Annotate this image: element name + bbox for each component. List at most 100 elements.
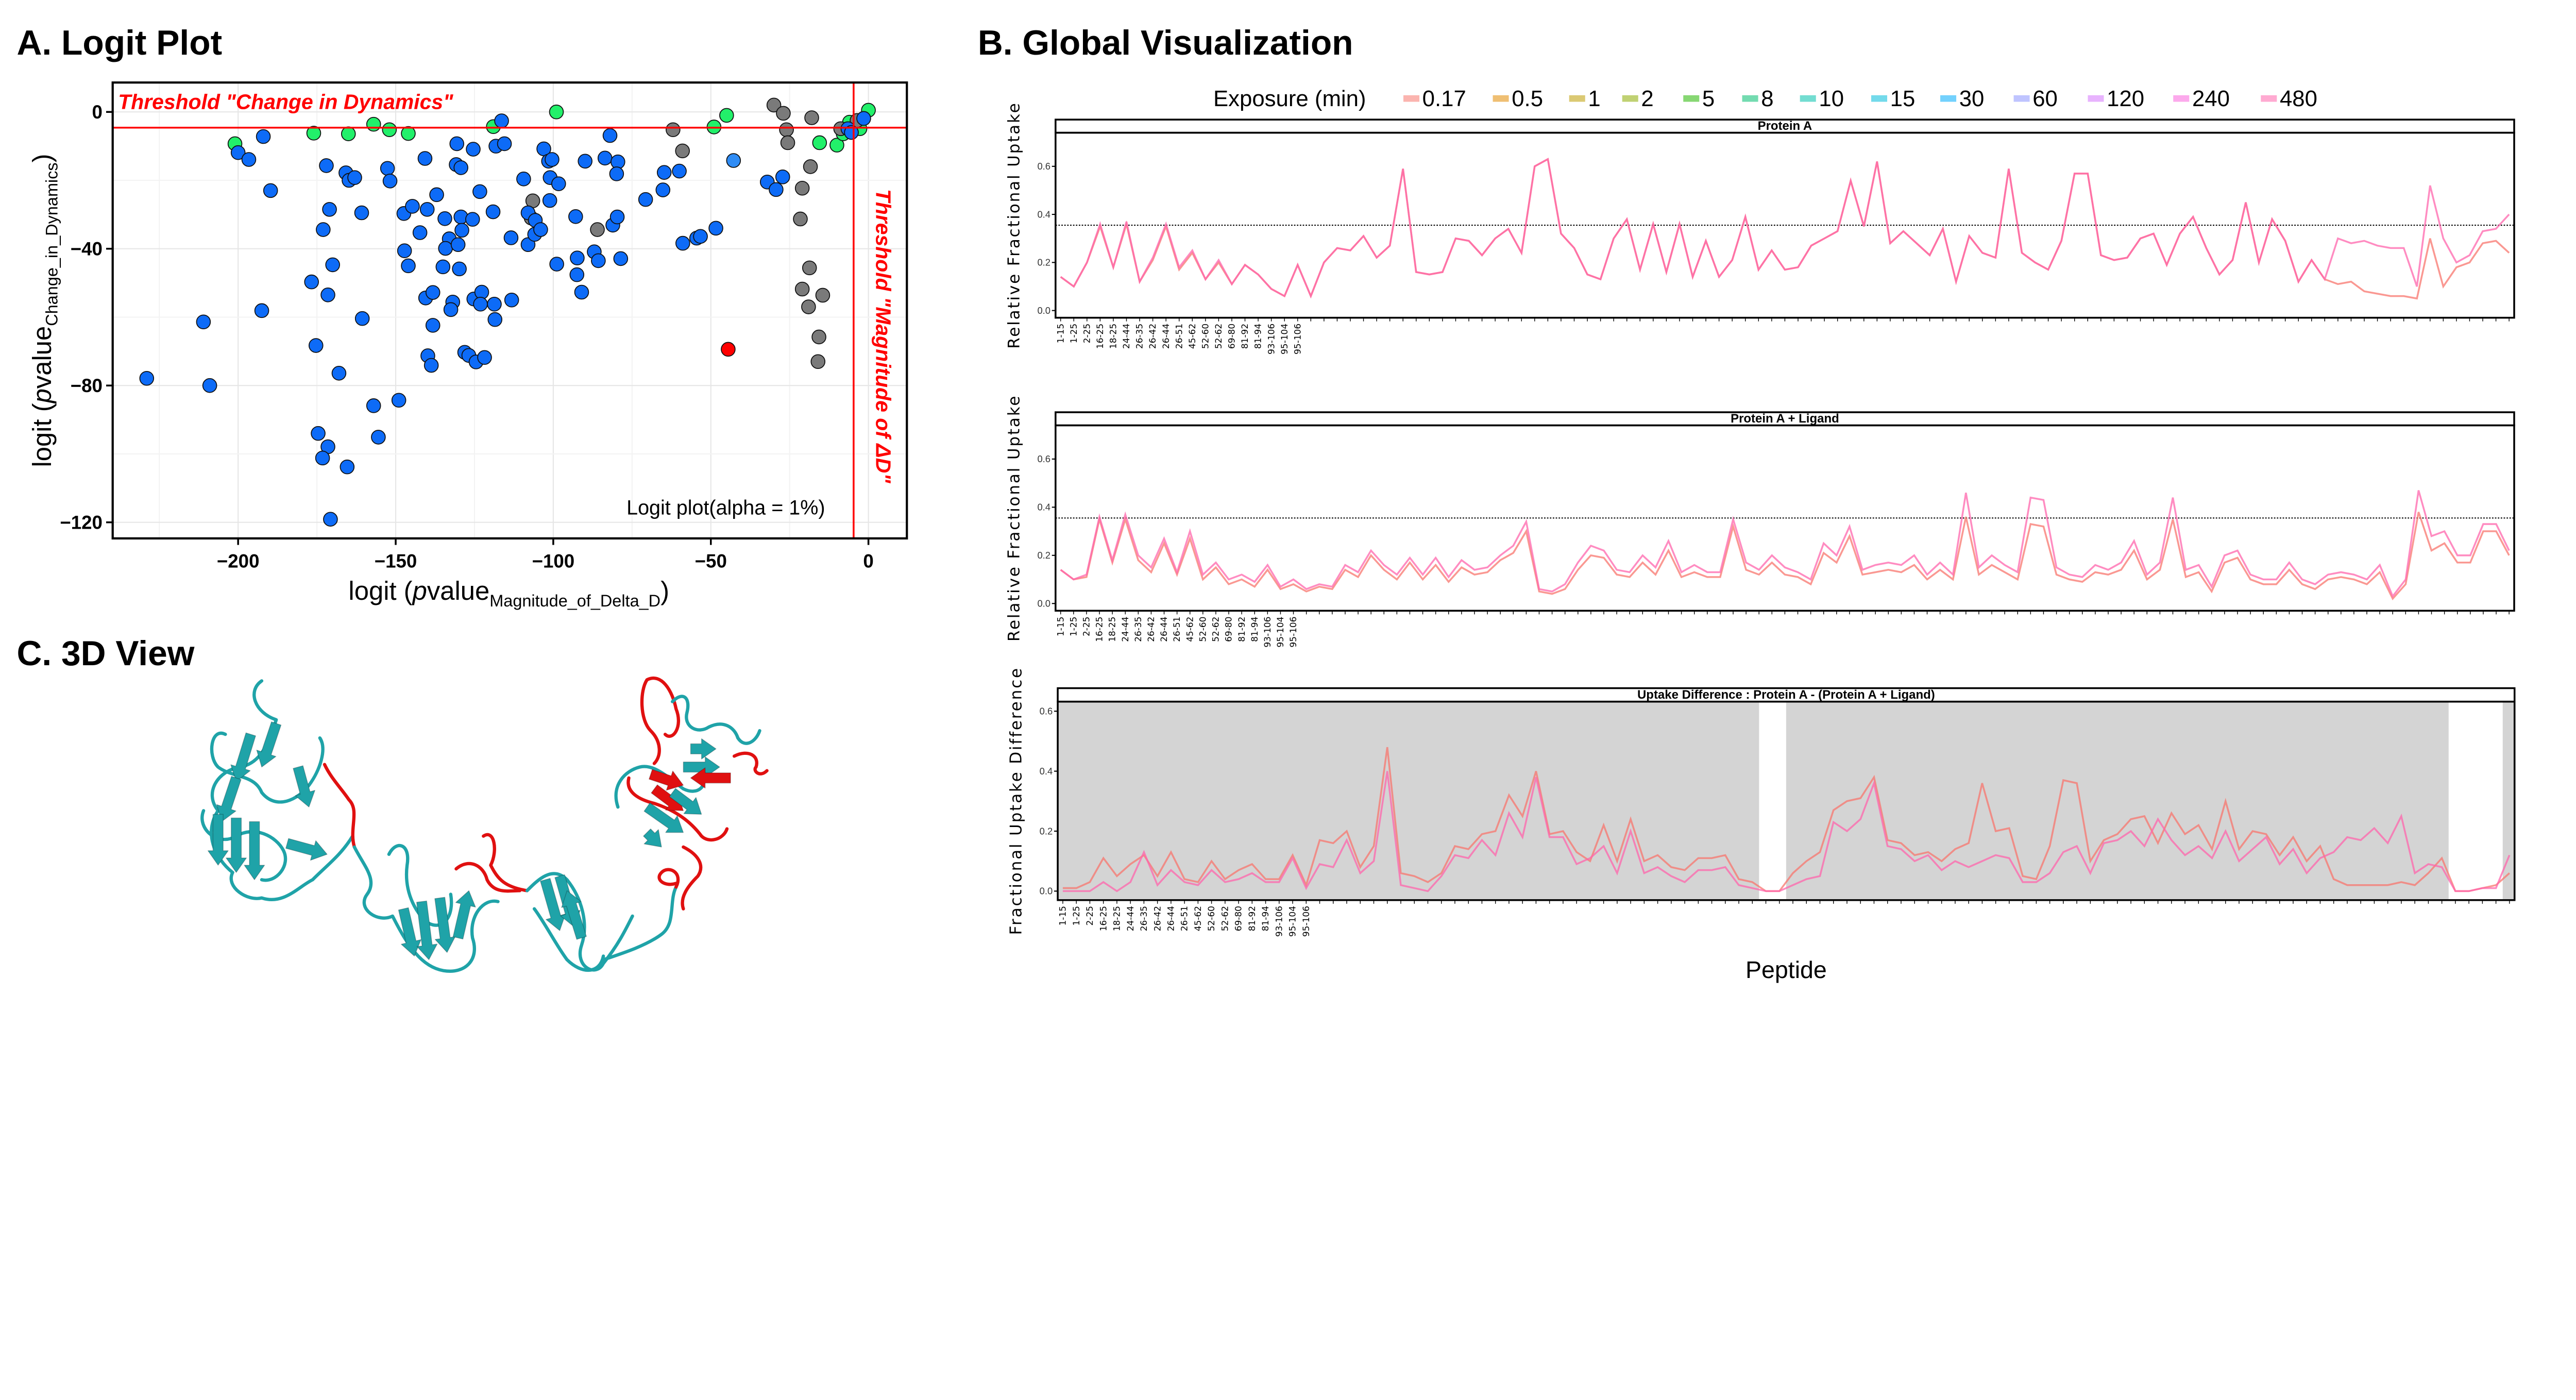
figure: A. Logit Plot B. Global Visualization C.… — [16, 24, 2516, 983]
y-tick-label: 0.4 — [1037, 502, 1050, 513]
beta-strand — [434, 897, 456, 953]
legend-label: 0.5 — [1512, 86, 1543, 111]
data-point — [453, 160, 468, 175]
peptide-tick-label: 24-44 — [1120, 617, 1130, 642]
peptide-tick-label: 45-62 — [1187, 324, 1197, 349]
data-point — [542, 193, 557, 208]
legend-item: 120 — [2088, 86, 2144, 111]
peptide-tick-label: 1-25 — [1068, 617, 1078, 636]
data-point — [241, 152, 257, 167]
peptide-tick-label: 93-106 — [1266, 324, 1276, 355]
data-point — [811, 329, 826, 345]
y-title-prefix: logit ( — [27, 403, 57, 467]
peptide-tick-label: 1-15 — [1055, 324, 1065, 343]
data-point — [793, 211, 808, 227]
legend-swatch — [1622, 95, 1638, 102]
peptide-tick-label: 52-60 — [1197, 617, 1208, 642]
data-point — [438, 241, 453, 256]
coil — [532, 907, 605, 972]
peptide-tick-label: 26-51 — [1179, 906, 1190, 931]
peptide-tick-label: 52-60 — [1206, 906, 1216, 931]
data-point — [549, 104, 564, 120]
data-point — [366, 116, 381, 132]
peptide-tick-label: 81-92 — [1236, 617, 1247, 642]
beta-strand — [216, 775, 242, 822]
peptide-tick-label: 45-62 — [1193, 906, 1203, 931]
highlight-loop — [626, 776, 729, 842]
legend-swatch — [1683, 95, 1700, 102]
data-point — [425, 285, 440, 300]
legend-item: 2 — [1622, 86, 1654, 111]
y-tick-label: 0.6 — [1037, 453, 1050, 464]
data-point — [320, 288, 335, 302]
data-point — [322, 202, 337, 217]
x-tick-label: −50 — [695, 550, 727, 571]
data-point — [613, 251, 629, 266]
data-point — [429, 187, 444, 203]
x-tick-label: −100 — [532, 550, 575, 571]
peptide-tick-label: 26-35 — [1134, 324, 1145, 349]
peptide-tick-label: 95-104 — [1275, 617, 1285, 648]
global-visualization-facets: Protein A 0.0 0.2 0.4 0.6 Relative Fractional… — [1005, 102, 2516, 937]
data-point — [401, 258, 416, 274]
data-point — [815, 288, 831, 303]
peptide-tick-label: 24-44 — [1125, 906, 1136, 931]
y-tick-label: 0.6 — [1037, 161, 1050, 172]
legend-item: 15 — [1871, 86, 1915, 111]
grid — [112, 82, 907, 538]
y-title-suffix: ) — [27, 154, 57, 162]
peptide-tick-label: 81-92 — [1247, 906, 1257, 931]
data-point — [449, 136, 464, 151]
data-point — [380, 161, 395, 176]
legend-item: 8 — [1742, 86, 1774, 111]
beta-strand — [226, 817, 247, 873]
peptide-tick-label: 2-25 — [1081, 324, 1092, 343]
peptide-tick-label: 18-25 — [1108, 324, 1118, 349]
data-point — [341, 126, 356, 141]
data-point — [794, 180, 810, 196]
beta-strand — [561, 890, 587, 940]
y-tick-label: 0.2 — [1037, 257, 1050, 268]
facet-strip — [1057, 687, 2516, 703]
legend-swatch — [2088, 95, 2104, 102]
legend-label: 480 — [2280, 86, 2317, 111]
axis-ticks: −200 −150 −100 −50 0 0 −40 −80 −120 — [60, 102, 873, 571]
legend-item: 60 — [2013, 86, 2058, 111]
series-line-0_17 — [1060, 512, 2510, 601]
data-point — [354, 205, 369, 221]
points — [139, 97, 876, 527]
data-point — [708, 221, 723, 236]
facet-2: Protein A + Ligand 0.0 0.2 0.4 0.6 Relative F… — [1005, 395, 2515, 648]
beta-strand — [230, 732, 256, 782]
series-line-480 — [1062, 771, 2511, 892]
legend-title: Exposure (min) — [1213, 86, 1366, 111]
legend-label: 15 — [1890, 86, 1916, 111]
peptide-tick-label: 45-62 — [1184, 617, 1195, 642]
beta-strand — [643, 802, 684, 833]
data-point — [412, 225, 428, 240]
data-point — [452, 261, 467, 277]
peptide-tick-label: 26-42 — [1152, 906, 1162, 931]
peptide-tick-label: 69-80 — [1233, 906, 1244, 931]
legend-swatch — [2013, 95, 2030, 102]
data-point — [417, 151, 433, 166]
peptide-tick-label: 16-25 — [1094, 617, 1105, 642]
peptide-tick-label: 95-106 — [1301, 906, 1311, 937]
facet-3: Uptake Difference : Protein A - (Protein… — [1007, 667, 2516, 937]
peptide-tick-label: 26-44 — [1165, 906, 1176, 931]
facet-title: Protein A + Ligand — [1731, 412, 1839, 426]
data-point — [812, 135, 827, 150]
legend-swatch — [1742, 95, 1758, 102]
legend-label: 0.17 — [1422, 86, 1466, 111]
data-point — [693, 229, 708, 244]
highlight-loop — [323, 763, 357, 849]
peptide-tick-label: 93-106 — [1274, 906, 1284, 937]
data-point — [503, 230, 519, 245]
data-point — [425, 318, 440, 333]
data-point — [801, 299, 816, 314]
data-point — [316, 222, 331, 237]
peptide-tick-label: 24-44 — [1121, 324, 1131, 349]
data-point — [308, 338, 324, 353]
data-point — [450, 237, 466, 252]
y-tick-label: −80 — [71, 375, 103, 396]
